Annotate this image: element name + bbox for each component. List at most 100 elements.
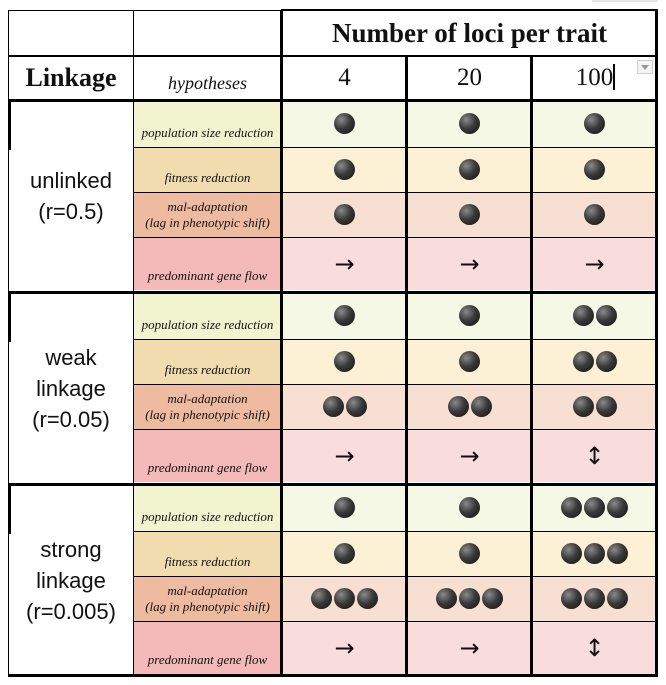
value-cell: → — [282, 621, 407, 674]
filled-circle-icon — [595, 351, 617, 372]
grid-line — [133, 429, 655, 430]
filled-circle-icon — [584, 497, 605, 518]
grid-line — [281, 9, 658, 11]
filled-circle-icon — [334, 159, 355, 180]
hypothesis-cell: predominant gene flow — [134, 621, 281, 674]
linkage-column-header: Linkage — [25, 63, 117, 92]
hypothesis-cell: fitness reduction — [134, 147, 281, 192]
grid-line — [8, 483, 658, 486]
filled-circle-icon — [459, 305, 480, 326]
hypothesis-text: population size reduction — [141, 125, 274, 140]
value-cell — [282, 100, 407, 147]
grid-line — [133, 237, 655, 238]
grid-line — [405, 56, 408, 677]
right-arrow-icon: → — [334, 633, 355, 662]
filled-circle-icon — [584, 159, 605, 180]
right-arrow-icon: → — [459, 249, 480, 278]
value-cell — [282, 531, 407, 576]
grid-line — [8, 484, 11, 534]
value-cell — [407, 484, 532, 531]
value-cell — [532, 384, 657, 429]
hypothesis-cell: predominant gene flow — [134, 237, 281, 290]
grid-line — [133, 192, 655, 193]
linkage-label-line: unlinked — [30, 168, 112, 193]
hypothesis-cell: population size reduction — [134, 292, 281, 339]
grid-line — [133, 621, 655, 622]
table-title: Number of loci per trait — [332, 17, 607, 48]
value-cell — [407, 384, 532, 429]
grid-line — [133, 384, 655, 385]
value-cell — [407, 531, 532, 576]
hypothesis-cell: mal-adaptation (lag in phenotypic shift) — [134, 192, 281, 237]
hypothesis-cell: predominant gene flow — [134, 429, 281, 482]
grid-line — [133, 147, 655, 148]
grid-line — [8, 10, 283, 11]
filled-circle-icon — [572, 305, 594, 326]
value-cell: → — [282, 237, 407, 290]
hypothesis-text: mal-adaptation — [167, 583, 248, 598]
value-cell — [282, 384, 407, 429]
hypothesis-text: predominant gene flow — [147, 460, 268, 475]
grid-line — [8, 100, 11, 150]
filled-circle-icon — [459, 351, 480, 372]
hypothesis-cell: mal-adaptation (lag in phenotypic shift) — [134, 576, 281, 621]
hypothesis-text: mal-adaptation — [167, 391, 248, 406]
grid-line — [133, 576, 655, 577]
hypothesis-text: fitness reduction — [164, 554, 251, 569]
value-cell — [532, 339, 657, 384]
hypothesis-text: population size reduction — [141, 509, 274, 524]
filled-circle-icon — [334, 588, 355, 609]
filled-circle-icon — [584, 113, 605, 134]
value-cell — [407, 292, 532, 339]
grid-line — [280, 10, 283, 677]
filled-circle-icon — [572, 396, 594, 417]
filled-circle-icon — [470, 396, 492, 417]
hypothesis-text: (lag in phenotypic shift) — [145, 407, 270, 422]
filled-circle-icon — [459, 497, 480, 518]
right-arrow-icon: → — [459, 633, 480, 662]
linkage-label-line: (r=0.005) — [26, 598, 116, 624]
value-cell — [532, 576, 657, 621]
filled-circle-icon — [595, 305, 617, 326]
hypothesis-text: population size reduction — [141, 317, 274, 332]
loci-header-100[interactable]: 100 — [575, 64, 614, 91]
linkage-label-line: linkage — [36, 567, 106, 593]
hypothesis-text: (lag in phenotypic shift) — [145, 215, 270, 230]
hypothesis-text: (lag in phenotypic shift) — [145, 599, 270, 614]
value-cell: → — [407, 621, 532, 674]
hypothesis-text: predominant gene flow — [147, 268, 268, 283]
grid-line — [133, 10, 134, 675]
filled-circle-icon — [334, 543, 355, 564]
value-cell — [282, 484, 407, 531]
loci-header-4: 4 — [338, 64, 351, 91]
hypothesis-text: fitness reduction — [164, 362, 251, 377]
linkage-group-label: strong linkage (r=0.005) — [9, 484, 133, 676]
grid-line — [8, 10, 9, 677]
linkage-group-label: weak linkage (r=0.05) — [9, 292, 133, 484]
hypothesis-cell: fitness reduction — [134, 339, 281, 384]
grid-line — [8, 292, 11, 342]
filled-circle-icon — [311, 588, 332, 609]
linkage-label-line: strong — [40, 536, 102, 562]
hypotheses-column-header: hypotheses — [168, 73, 247, 93]
hypothesis-text: fitness reduction — [164, 170, 251, 185]
up-down-arrow-icon: ↕ — [584, 633, 605, 662]
filled-circle-icon — [334, 113, 355, 134]
filled-circle-icon — [334, 305, 355, 326]
filled-circle-icon — [459, 543, 480, 564]
filled-circle-icon — [584, 588, 605, 609]
filled-circle-icon — [584, 543, 605, 564]
filled-circle-icon — [482, 588, 503, 609]
toolbar-edge — [592, 0, 658, 2]
value-cell — [407, 192, 532, 237]
chevron-down-icon[interactable] — [637, 60, 653, 74]
filled-circle-icon — [459, 159, 480, 180]
filled-circle-icon — [459, 204, 480, 225]
text-caret — [613, 64, 615, 90]
linkage-label-line: (r=0.5) — [38, 199, 104, 224]
hypothesis-text: mal-adaptation — [167, 199, 248, 214]
filled-circle-icon — [572, 351, 594, 372]
value-cell — [282, 147, 407, 192]
filled-circle-icon — [607, 543, 628, 564]
grid-line — [8, 291, 658, 294]
